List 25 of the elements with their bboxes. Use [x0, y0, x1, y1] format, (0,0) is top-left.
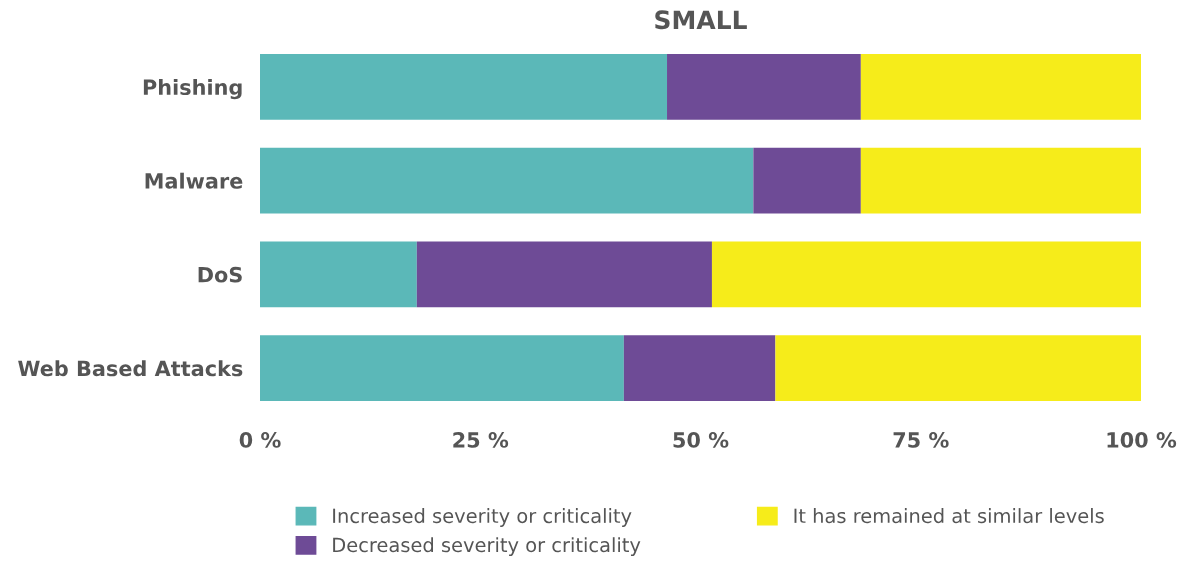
x-tick-label: 25 %: [453, 432, 509, 448]
legend-label: Increased severity or criticality: [333, 508, 632, 527]
bar: [260, 54, 668, 120]
y-tick-label: DoS: [198, 266, 242, 283]
bar: [753, 147, 861, 214]
legend-label: It has remained at similar levels: [794, 508, 1104, 524]
bar: [775, 335, 1141, 401]
bar: [711, 241, 1141, 308]
x-tick-label: 50 %: [673, 432, 729, 448]
bar: [860, 147, 1141, 214]
legend-label: Decreased severity or criticality: [333, 537, 641, 557]
y-tick-label: Malware: [145, 172, 243, 189]
bar: [860, 54, 1141, 120]
bar: [260, 335, 624, 401]
bar: [623, 335, 776, 401]
x-tick-label: 0 %: [239, 432, 281, 448]
y-tick-label: Phishing: [143, 78, 242, 100]
bar: [260, 241, 417, 308]
y-tick-label: Web Based Attacks: [18, 360, 243, 377]
bar: [260, 147, 754, 214]
x-tick-label: 100 %: [1107, 432, 1177, 448]
x-tick-label: 75 %: [893, 432, 949, 448]
chart-title: SMALL: [655, 10, 747, 30]
bar: [416, 241, 712, 308]
bar: [667, 54, 861, 120]
